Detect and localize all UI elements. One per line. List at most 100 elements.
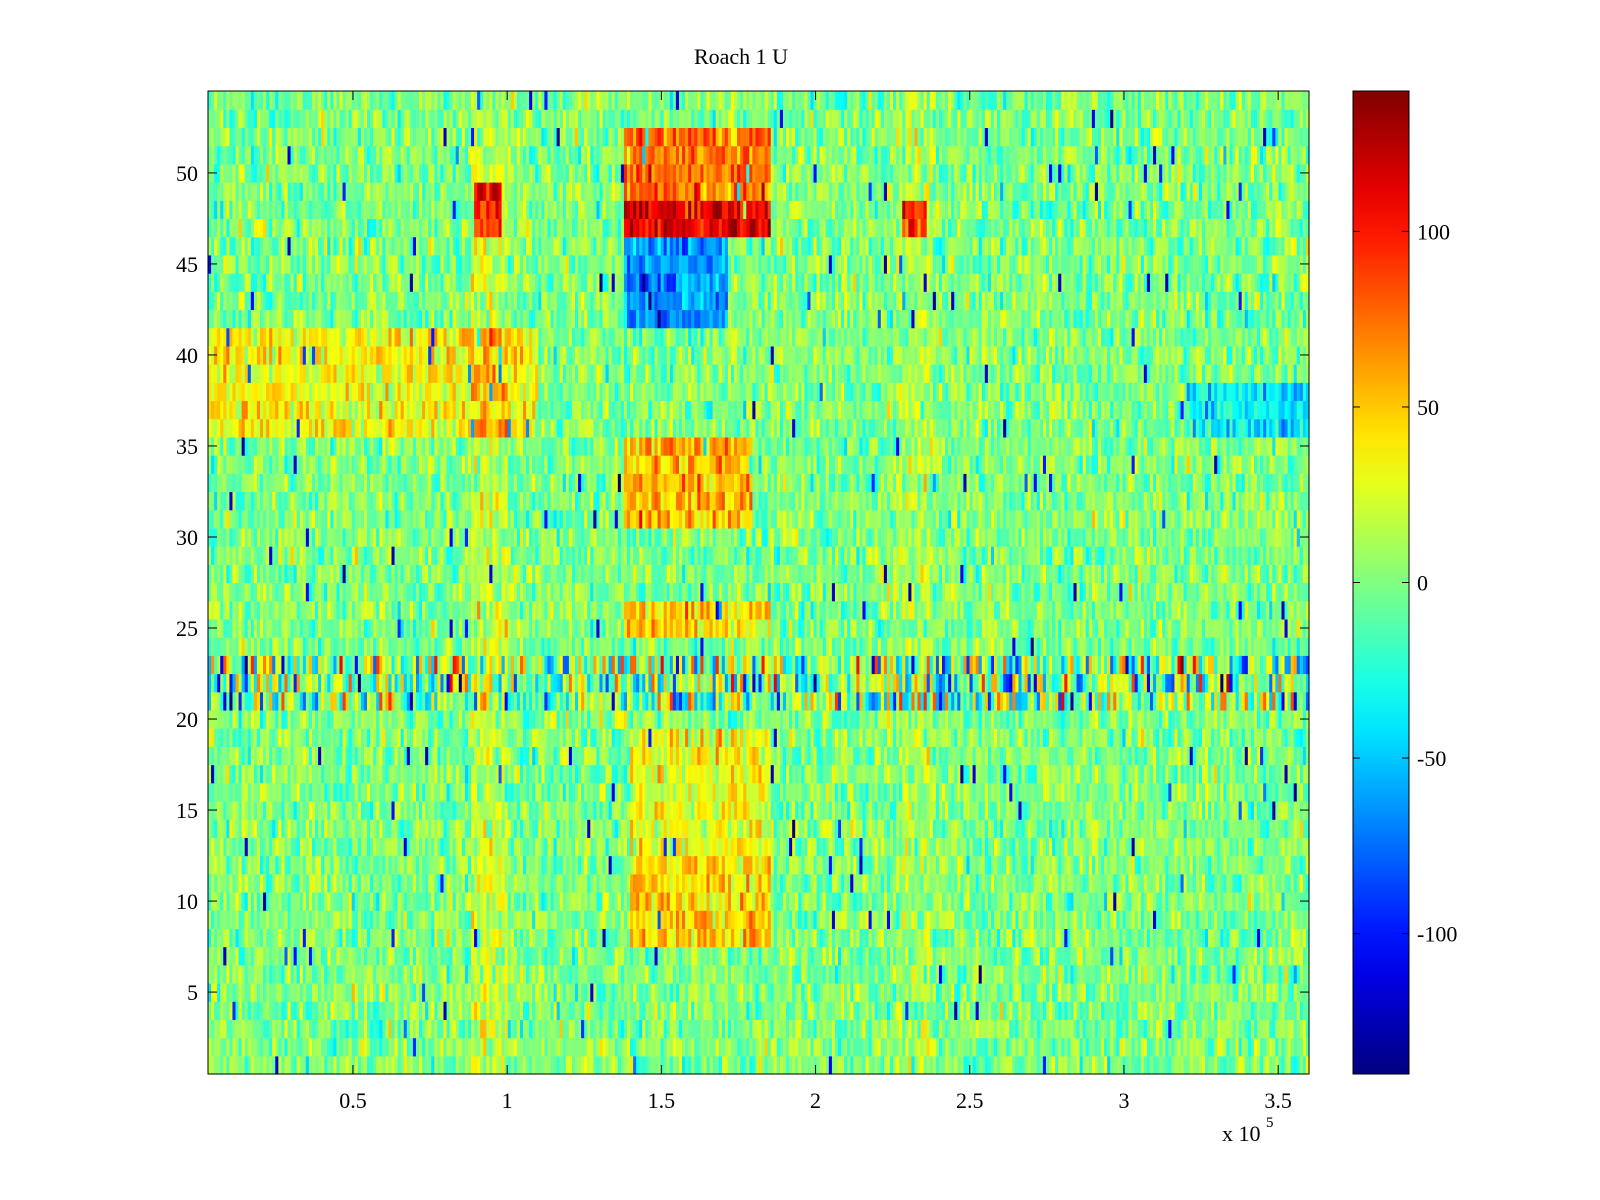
heatmap-cell [972,873,977,893]
heatmap-cell [1003,946,1007,966]
heatmap-cell [357,910,362,929]
heatmap-cell [1159,982,1163,1002]
heatmap-cell [363,873,368,893]
heatmap-cell [608,891,613,911]
heatmap-cell [908,946,913,966]
heatmap-cell [1094,982,1099,1002]
heatmap-cell [507,928,512,948]
heatmap-cell [727,964,732,984]
heatmap-cell [639,1001,643,1020]
heatmap-cell [651,891,656,911]
heatmap-cell [727,873,732,893]
heatmap-cell [1042,1037,1047,1057]
heatmap-cell [1186,910,1191,929]
heatmap-cell [501,873,506,893]
heatmap-cell [1143,946,1148,966]
heatmap-cell [513,946,518,966]
heatmap-cell [238,1055,243,1075]
heatmap-cell [932,873,937,893]
heatmap-cell [767,910,772,929]
heatmap-cell [1165,982,1169,1002]
heatmap-cell [1241,873,1246,893]
heatmap-cell [948,910,952,929]
heatmap-cell [1159,891,1163,911]
heatmap-cell [333,1001,338,1020]
heatmap-cell [370,946,374,966]
heatmap-cell [226,910,231,929]
heatmap-cell [831,1019,836,1039]
heatmap-cell [513,928,518,948]
heatmap-cell [208,1037,212,1057]
heatmap-cell [217,873,221,893]
heatmap-cell [523,982,527,1002]
heatmap-cell [1064,1037,1068,1057]
heatmap-cell [844,910,848,929]
heatmap-cell [859,855,864,875]
heatmap-cell [1076,982,1081,1002]
heatmap-cell [847,855,851,875]
heatmap-cell [415,928,420,948]
heatmap-cell [1042,910,1047,929]
heatmap-cell [1223,910,1228,929]
heatmap-cell [379,1037,383,1057]
heatmap-cell [795,1001,799,1020]
heatmap-cell [694,928,698,948]
heatmap-cell [1290,910,1295,929]
heatmap-cell [834,928,839,948]
heatmap-cell [709,891,714,911]
heatmap-cell [1143,1019,1148,1039]
heatmap-cell [920,1037,925,1057]
heatmap-cell [798,1019,802,1039]
heatmap-cell [568,946,573,966]
heatmap-cell [862,1019,867,1039]
heatmap-cell [443,1037,448,1057]
heatmap-cell [868,873,873,893]
heatmap-cell [446,1019,451,1039]
heatmap-cell [1232,1055,1237,1075]
heatmap-cell [1232,891,1237,911]
heatmap-cell [461,891,466,911]
heatmap-cell [657,964,662,984]
heatmap-cell [978,891,983,911]
heatmap-cell [1269,910,1273,929]
heatmap-cell [376,1001,380,1020]
heatmap-cell [1012,855,1016,875]
heatmap-cell [1146,964,1151,984]
heatmap-cell [434,1001,438,1020]
heatmap-cell [966,982,971,1002]
heatmap-cell [1122,891,1127,911]
heatmap-cell [951,1019,955,1039]
heatmap-cell [932,964,937,984]
heatmap-cell [1113,1055,1117,1075]
heatmap-cell [984,964,989,984]
heatmap-cell [626,982,631,1002]
heatmap-cell [853,1001,857,1020]
heatmap-cell [526,1019,530,1039]
heatmap-cell [474,946,478,966]
heatmap-cell [746,1055,750,1075]
heatmap-cell [547,855,552,875]
heatmap-cell [859,928,864,948]
heatmap-cell [853,891,857,911]
heatmap-cell [1052,982,1056,1002]
heatmap-cell [740,928,744,948]
heatmap-cell [259,928,264,948]
heatmap-cell [256,946,261,966]
heatmap-cell [311,1019,316,1039]
heatmap-cell [682,964,686,984]
heatmap-cell [1036,964,1041,984]
heatmap-cell [975,910,980,929]
heatmap-cell [1250,946,1255,966]
heatmap-cell [321,982,325,1002]
heatmap-cell [874,910,879,929]
heatmap-cell [388,1019,393,1039]
heatmap-cell [559,1001,564,1020]
heatmap-cell [746,855,750,875]
heatmap-cell [296,855,301,875]
heatmap-cell [1168,1055,1172,1075]
heatmap-cell [841,928,845,948]
heatmap-cell [926,873,931,893]
heatmap-cell [553,910,558,929]
heatmap-cell [639,873,643,893]
heatmap-cell [541,1019,546,1039]
